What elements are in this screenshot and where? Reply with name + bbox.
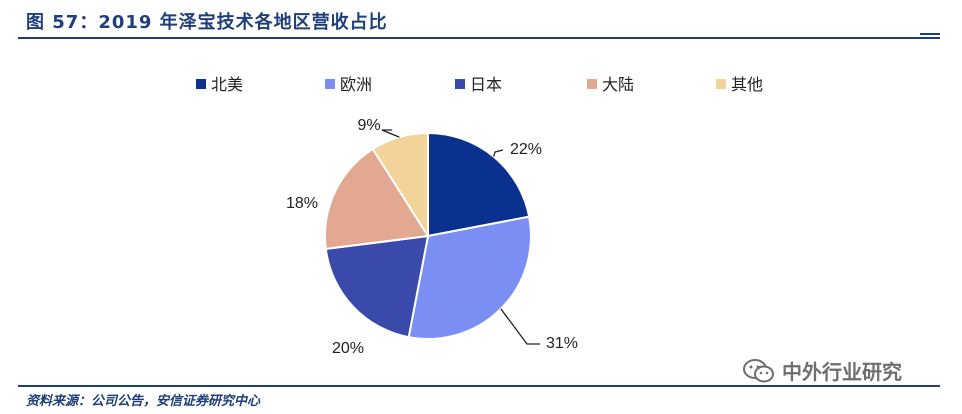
pie-slices <box>324 131 532 340</box>
legend-swatch-4 <box>587 79 597 89</box>
legend-label-5: 其他 <box>731 75 763 94</box>
legend-label-3: 日本 <box>470 75 502 94</box>
legend-swatch-2 <box>325 79 335 89</box>
footer-divider <box>18 385 940 387</box>
data-label-2: 31% <box>546 335 578 352</box>
legend-label-4: 大陆 <box>602 75 634 94</box>
data-label-4: 18% <box>286 195 318 212</box>
legend-label-2: 欧洲 <box>340 75 372 94</box>
data-label-1: 22% <box>510 141 542 158</box>
watermark-text: 中外行业研究 <box>782 360 902 384</box>
source-note: 资料来源：公司公告，安信证券研究中心 <box>26 394 261 409</box>
chart-legend: 北美 欧洲 日本 大陆 其他 <box>196 75 763 94</box>
data-label-3: 20% <box>332 340 364 357</box>
legend-label-1: 北美 <box>211 75 243 94</box>
leader-line-1 <box>493 149 504 157</box>
legend-swatch-3 <box>455 79 465 89</box>
leader-line-5 <box>381 129 400 138</box>
title-divider <box>18 37 940 39</box>
wechat-icon <box>743 358 774 382</box>
pie-data-labels: 22% 31% 20% 18% 9% <box>286 117 578 357</box>
leader-line-2 <box>500 308 540 345</box>
title-divider-tick <box>920 33 940 35</box>
pie-slice-5 <box>371 131 429 240</box>
pie-slice-3 <box>324 234 430 339</box>
pie-slice-4 <box>324 147 430 251</box>
legend-swatch-1 <box>196 79 206 89</box>
pie-slice-1 <box>427 131 531 238</box>
page-title: 图 57：2019 年泽宝技术各地区营收占比 <box>26 12 388 33</box>
watermark: 中外行业研究 <box>742 356 902 385</box>
data-label-5: 9% <box>357 117 380 134</box>
pie-leader-lines <box>381 129 540 345</box>
legend-swatch-5 <box>716 79 726 89</box>
